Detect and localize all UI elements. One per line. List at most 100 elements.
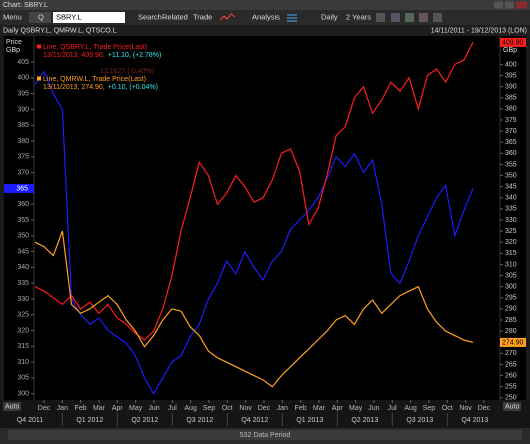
x-tick-label: Apr [112, 405, 124, 412]
last-value-box [500, 37, 526, 47]
menu-button[interactable]: Menu [3, 12, 22, 21]
y2-tick-label: 260 [505, 372, 517, 379]
window-title: Chart: SBRY.L [3, 2, 48, 9]
study-icon[interactable] [287, 14, 297, 22]
y-tick-label: 320 [17, 327, 29, 334]
x-tick-label: Aug [184, 405, 197, 412]
tool-icon[interactable] [433, 13, 442, 22]
instruments: Daily QSBRY.L, QMRW.L, QTSCO.L [3, 27, 117, 34]
y2-tick-label: 330 [505, 217, 517, 224]
x-tick-label: Mar [313, 405, 326, 412]
quarter-label: Q1 2013 [296, 417, 323, 424]
y2-tick-label: 305 [505, 272, 517, 279]
chart-type-icon[interactable] [219, 13, 236, 21]
minimize-button[interactable] [494, 1, 503, 9]
y2-tick-label: 280 [505, 328, 517, 335]
legend-change: +11.10, (+2.78%) [108, 52, 162, 59]
legend-detail: 13/11/2013, 409.90, [43, 52, 105, 59]
header-bar [0, 25, 530, 36]
y2-tick-label: 395 [505, 72, 517, 79]
x-tick-label: Mar [93, 405, 106, 412]
y2-tick-label: 285 [505, 317, 517, 324]
x-tick-label: Sep [203, 405, 216, 412]
y2-tick-label: 350 [505, 172, 517, 179]
y-tick-label: 300 [17, 391, 29, 398]
price-line [34, 230, 474, 388]
tool-icon[interactable] [419, 13, 428, 22]
analysis-button[interactable]: Analysis [252, 12, 280, 21]
q-button[interactable] [29, 12, 51, 23]
q-label: Q [38, 12, 44, 21]
y2-tick-label: 380 [505, 106, 517, 113]
price-line [34, 42, 474, 341]
y2-tick-label: 335 [505, 206, 517, 213]
x-tick-label: Apr [332, 405, 344, 412]
legend-change: +0.10, (+0.04%) [108, 84, 158, 91]
legend-extra: 13.1627 (-0.40%) [100, 68, 154, 75]
tool-icon[interactable] [391, 13, 400, 22]
y2-tick-label: 355 [505, 161, 517, 168]
y2-tick-label: 315 [505, 250, 517, 257]
y-tick-label: 310 [17, 359, 29, 366]
close-button[interactable] [516, 1, 527, 9]
y-marker-label: 365 [16, 185, 28, 192]
x-tick-label: Jul [168, 405, 177, 412]
y2-tick-label: 400 [505, 61, 517, 68]
y-tick-label: 315 [17, 343, 29, 350]
x-tick-label: Feb [295, 405, 307, 412]
quarter-label: Q4 2013 [461, 417, 488, 424]
legend-detail: 13/11/2013, 274.90, [43, 84, 105, 91]
y-tick-label: 380 [17, 138, 29, 145]
x-tick-label: Nov [459, 405, 472, 412]
x-tick-label: May [129, 405, 143, 412]
y2-tick-label: 290 [505, 306, 517, 313]
x-tick-label: Oct [442, 405, 453, 412]
y2-tick-label: 390 [505, 84, 517, 91]
last-value-box [500, 337, 526, 347]
y-axis-label: Price [6, 39, 22, 46]
legend-name: Line, QSBRY.L, Trade Price(Last) [43, 44, 147, 51]
y-tick-label: 370 [17, 169, 29, 176]
x-tick-label: Jan [57, 405, 68, 412]
legend-icon [37, 44, 41, 49]
y2-tick-label: 345 [505, 184, 517, 191]
related-button[interactable]: Related [162, 12, 188, 21]
x-tick-label: Dec [258, 405, 271, 412]
ric-input[interactable] [53, 12, 125, 23]
auto-button-right[interactable] [503, 402, 521, 411]
y-axis-unit: GBp [6, 47, 20, 54]
y-tick-label: 395 [17, 91, 29, 98]
y-tick-label: 405 [17, 59, 29, 66]
quarter-label: Q2 2013 [351, 417, 378, 424]
quarter-label: Q2 2012 [131, 417, 158, 424]
search-button[interactable]: Search [138, 12, 162, 21]
y2-tick-label: 320 [505, 239, 517, 246]
auto-label: Auto [505, 403, 520, 410]
plot-area [4, 36, 526, 400]
x-tick-label: Nov [239, 405, 252, 412]
legend-icon [37, 76, 41, 81]
y-tick-label: 355 [17, 217, 29, 224]
auto-label: Auto [5, 403, 20, 410]
range-button[interactable]: 2 Years [346, 12, 371, 21]
quarter-label: Q3 2012 [186, 417, 213, 424]
y2-tick-label: 250 [505, 395, 517, 402]
y2-tick-label: 340 [505, 195, 517, 202]
y-tick-label: 305 [17, 375, 29, 382]
status-text: 532 Data Period [240, 432, 291, 439]
y-tick-label: 375 [17, 154, 29, 161]
scrollbar[interactable] [8, 430, 522, 440]
y2-tick-label: 365 [505, 139, 517, 146]
tool-icon[interactable] [405, 13, 414, 22]
interval-button[interactable]: Daily [321, 12, 338, 21]
y2-axis-unit: GBp [503, 47, 517, 54]
trade-button[interactable]: Trade [193, 12, 212, 21]
period: 14/11/2011 - 19/12/2013 (LON) [431, 27, 527, 34]
tool-icon[interactable] [376, 13, 385, 22]
auto-button-left[interactable] [3, 402, 21, 411]
y-tick-label: 385 [17, 122, 29, 129]
maximize-button[interactable] [505, 1, 514, 9]
x-tick-label: Jan [277, 405, 288, 412]
last-value-label: 274.90 [502, 339, 524, 346]
